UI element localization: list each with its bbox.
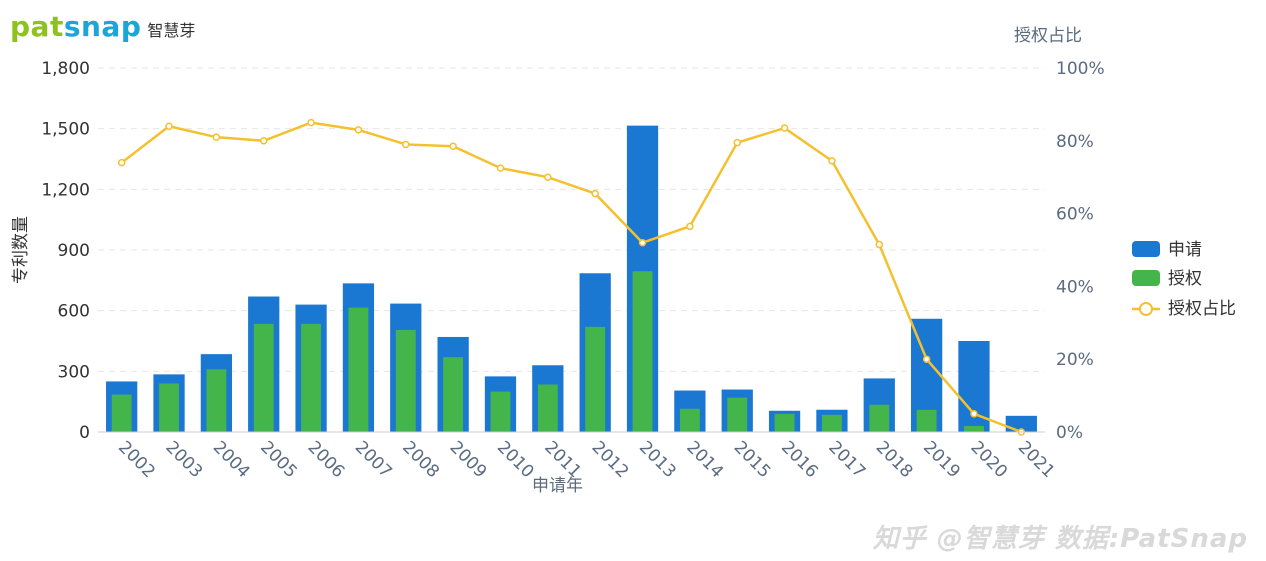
x-tick-label: 2013 — [635, 437, 680, 482]
bar-granted — [632, 271, 653, 432]
x-tick-label: 2018 — [872, 437, 917, 482]
ratio-point — [449, 142, 457, 151]
brand-logo: patsnap 智慧芽 — [10, 10, 195, 43]
legend-label: 申请 — [1168, 240, 1202, 260]
x-tick-label: 2006 — [304, 437, 349, 482]
y-tick-label: 1,200 — [41, 180, 90, 200]
legend-swatch — [1132, 270, 1160, 286]
x-tick-label: 2016 — [777, 437, 822, 482]
bar-granted — [253, 323, 274, 432]
ratio-point — [496, 164, 505, 172]
bar-granted — [964, 425, 984, 432]
ratio-point — [970, 410, 978, 418]
watermark: 知乎 @智慧芽 数据:PatSnap — [872, 524, 1248, 554]
ratio-point — [733, 138, 741, 147]
x-tick-label: 2002 — [114, 437, 159, 482]
ratio-point — [922, 355, 931, 363]
legend-swatch — [1132, 241, 1160, 257]
y-axis-title: 专利数量 — [11, 216, 31, 284]
x-tick-label: 2015 — [730, 437, 775, 482]
logo-wordmark: patsnap — [10, 10, 142, 43]
y2-tick-label: 0% — [1056, 423, 1083, 443]
x-tick-label: 2014 — [682, 437, 727, 482]
x-tick-label: 2019 — [919, 437, 964, 482]
ratio-point — [117, 158, 126, 167]
ratio-point — [212, 133, 221, 141]
y2-tick-label: 40% — [1056, 277, 1094, 297]
bar-granted — [490, 391, 511, 432]
y2-tick-label: 80% — [1056, 132, 1094, 152]
y-tick-label: 600 — [58, 302, 90, 322]
ratio-point — [686, 222, 694, 231]
x-tick-label: 2009 — [446, 437, 491, 482]
y-tick-label: 0 — [79, 423, 90, 443]
bar-granted — [443, 357, 464, 432]
x-tick-label: 2005 — [256, 437, 301, 482]
bar-granted — [727, 397, 748, 432]
ratio-point — [828, 157, 836, 165]
bar-granted — [869, 404, 890, 432]
y2-tick-label: 100% — [1056, 59, 1105, 79]
legend-label: 授权占比 — [1168, 299, 1236, 319]
ratio-line — [120, 121, 1022, 434]
x-tick-label: 2008 — [398, 437, 443, 482]
x-axis-title: 申请年 — [532, 476, 583, 496]
x-tick-label: 2017 — [824, 437, 869, 482]
ratio-point — [544, 173, 552, 181]
x-tick-label: 2004 — [209, 437, 254, 482]
x-tick-label: 2003 — [161, 437, 206, 482]
ratio-point — [165, 122, 173, 130]
ratio-point — [591, 189, 599, 198]
x-tick-label: 2010 — [493, 437, 538, 482]
logo-subtitle: 智慧芽 — [147, 21, 196, 40]
ratio-point — [780, 124, 789, 132]
ratio-point — [307, 118, 315, 127]
y2-tick-label: 20% — [1056, 350, 1094, 370]
ratio-point — [638, 238, 647, 247]
ratio-point — [875, 240, 884, 249]
bar-granted — [585, 326, 606, 432]
bar-granted — [159, 383, 179, 432]
x-tick-label: 2012 — [588, 437, 633, 482]
y2-axis-title: 授权占比 — [1014, 26, 1082, 46]
ratio-point — [402, 140, 410, 149]
bar-granted — [206, 369, 227, 432]
bar-granted — [916, 409, 937, 432]
bar-granted — [111, 394, 132, 432]
y-tick-label: 1,800 — [41, 59, 90, 79]
ratio-point — [354, 126, 363, 134]
ratio-line-series — [117, 118, 1026, 436]
grid-lines — [98, 67, 1045, 372]
bar-granted — [821, 414, 842, 432]
y2-tick-label: 60% — [1056, 205, 1094, 225]
y-tick-label: 300 — [58, 362, 90, 382]
bar-granted — [537, 384, 558, 432]
y-tick-label: 900 — [58, 241, 90, 261]
x-tick-label: 2007 — [351, 437, 396, 482]
y-tick-label: 1,500 — [41, 120, 90, 140]
ratio-point — [259, 137, 268, 145]
x-tick-label: 2021 — [1014, 437, 1059, 482]
x-tick-label: 2020 — [966, 437, 1011, 482]
bar-series — [106, 125, 1037, 432]
bar-granted — [679, 408, 700, 432]
bar-granted — [348, 307, 369, 432]
legend-label: 授权 — [1168, 269, 1202, 289]
bar-granted — [395, 329, 416, 432]
bar-granted — [774, 413, 795, 432]
bar-granted — [301, 323, 322, 432]
legend-line-marker — [1139, 302, 1153, 316]
